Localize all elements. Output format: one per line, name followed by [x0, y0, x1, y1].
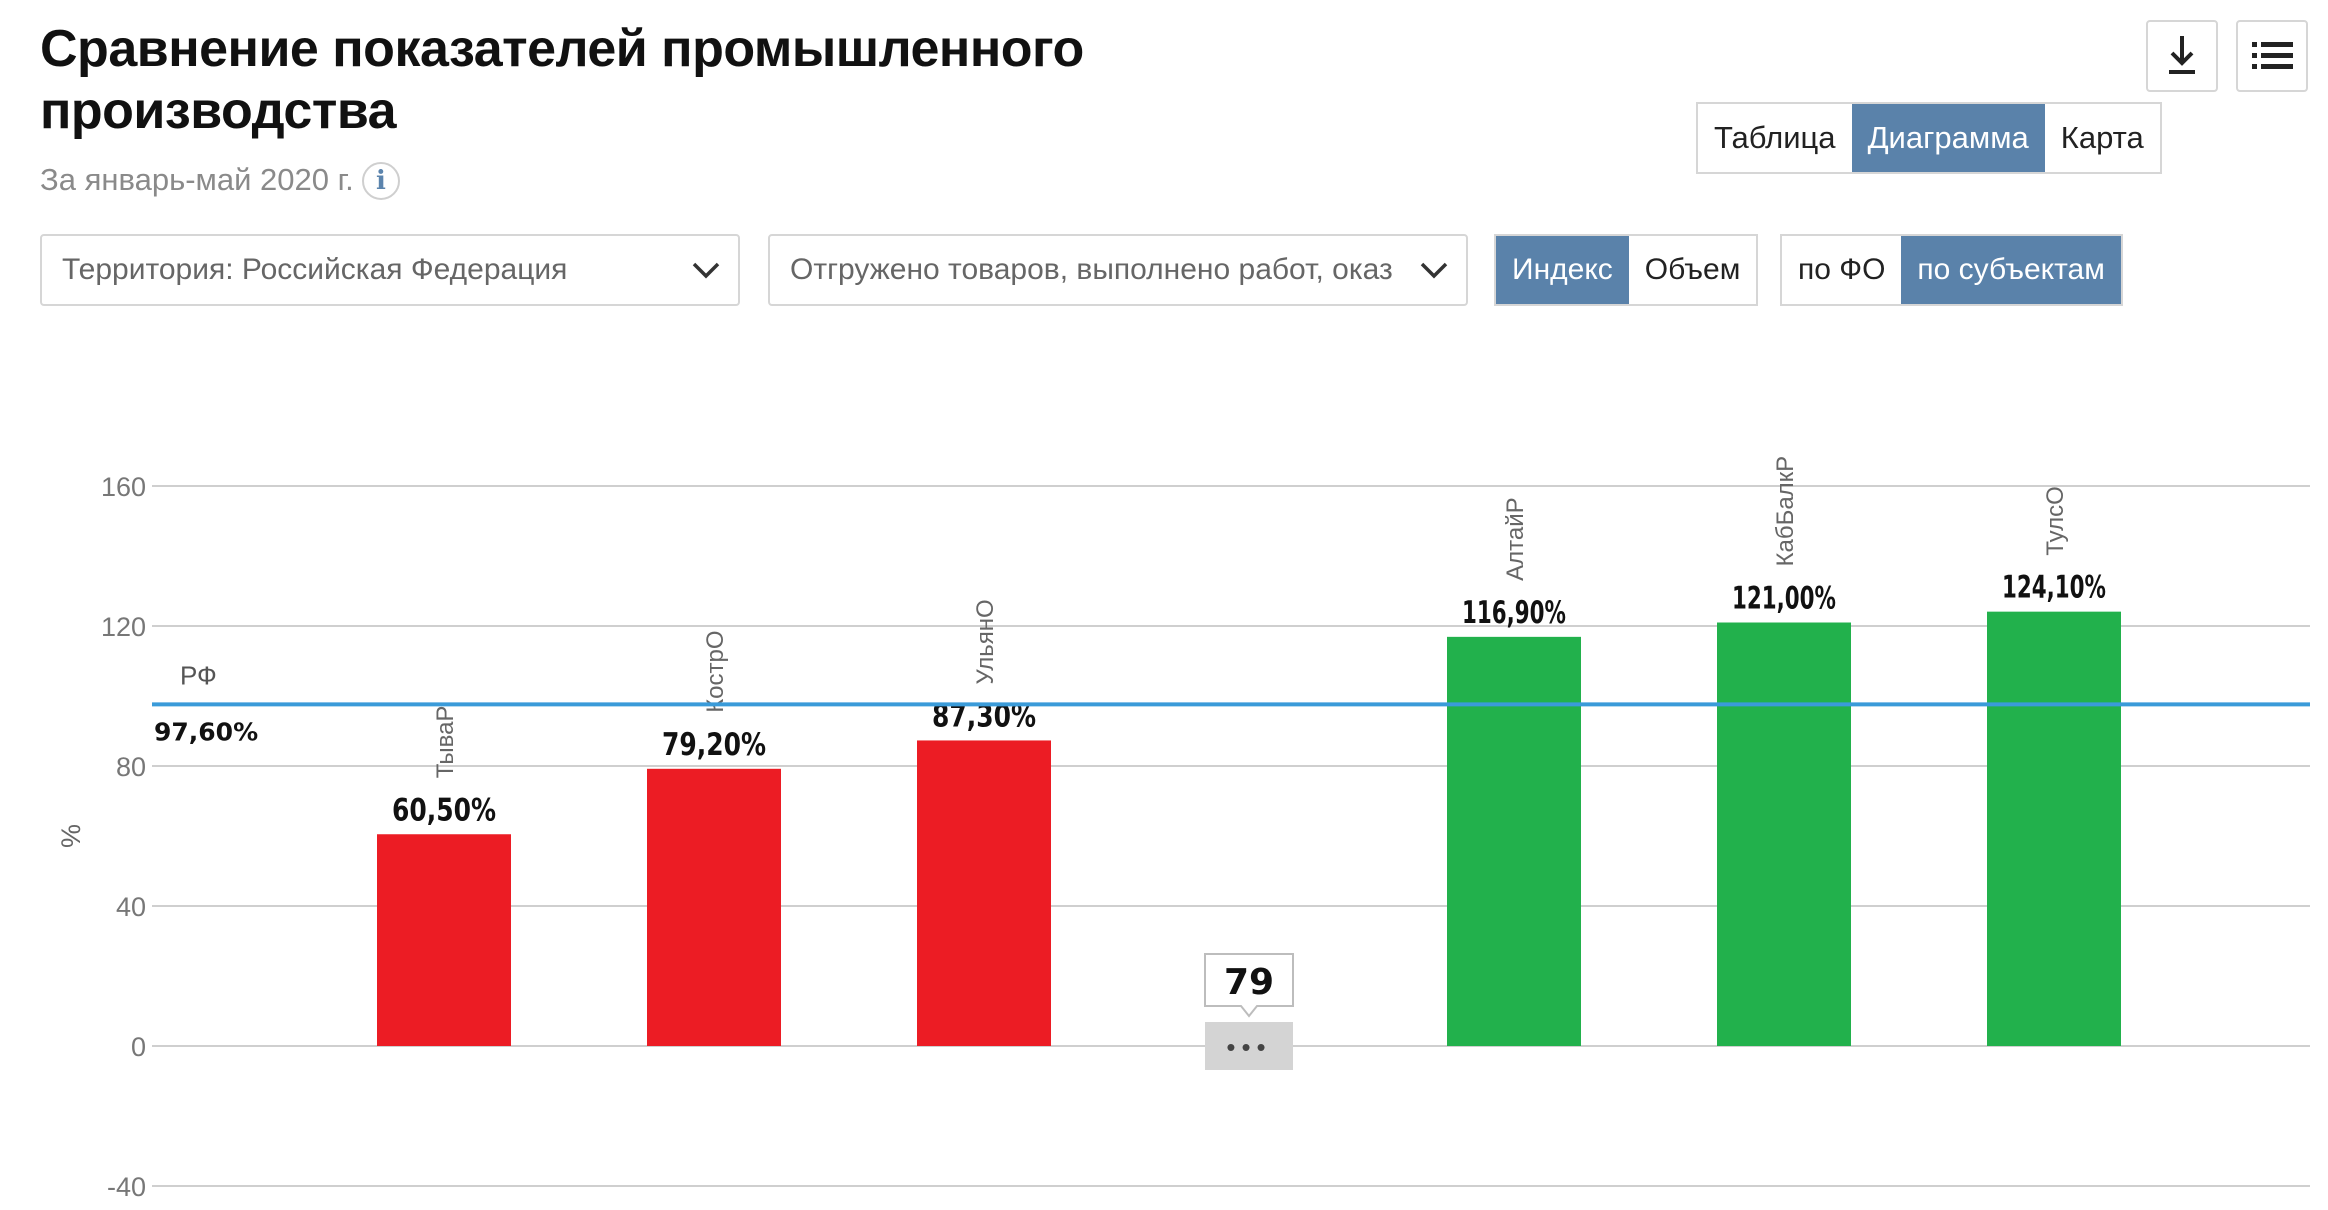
bar — [917, 740, 1051, 1046]
category-label: АлтайР — [1502, 497, 1529, 580]
toggle-by-subjects[interactable]: по субъектам — [1901, 236, 2121, 304]
indicator-select[interactable]: Отгружено товаров, выполнено работ, оказ — [768, 234, 1468, 306]
gap-count-callout — [1204, 953, 1294, 1018]
toggle-volume[interactable]: Объем — [1628, 236, 1757, 304]
period-subtitle: За январь-май 2020 г. — [40, 162, 354, 197]
bar — [377, 834, 511, 1046]
toggle-by-fo[interactable]: по ФО — [1782, 236, 1902, 304]
list-button[interactable] — [2236, 20, 2308, 92]
reference-label: РФ — [180, 660, 217, 690]
gap-expand-button[interactable] — [1205, 1022, 1293, 1070]
reference-value-label: 97,60% — [154, 717, 258, 746]
chevron-down-icon — [692, 262, 720, 279]
tab-diagram[interactable]: Диаграмма — [1851, 104, 2045, 172]
bar — [647, 768, 781, 1046]
y-tick-label: 160 — [101, 472, 146, 502]
tab-map[interactable]: Карта — [2044, 104, 2160, 172]
category-label: УльянО — [972, 599, 999, 684]
bar-value-label: 121,00% — [1732, 581, 1836, 617]
y-axis-label: % — [56, 824, 86, 848]
y-tick-label: 40 — [116, 892, 146, 922]
y-tick-label: -40 — [107, 1172, 146, 1202]
indicator-select-value: Отгружено товаров, выполнено работ, оказ — [790, 253, 1393, 286]
bar-value-label: 124,10% — [2002, 570, 2106, 606]
bar-value-label: 116,90% — [1462, 595, 1566, 631]
bar-value-label: 79,20% — [662, 727, 766, 763]
page-title: Сравнение показателей промышленного прои… — [40, 20, 1084, 140]
category-label: КострО — [702, 630, 729, 712]
measure-toggle: Индекс Объем — [1494, 234, 1759, 306]
gap-count-label: 79 — [1224, 962, 1274, 1003]
download-button[interactable] — [2146, 20, 2218, 92]
category-label: ТываР — [432, 706, 459, 779]
bar-value-label: 60,50% — [392, 792, 496, 828]
bar — [1717, 622, 1851, 1046]
gap-dots-icon: ••• — [1226, 1032, 1271, 1062]
category-label: КабБалкР — [1772, 456, 1799, 567]
chevron-down-icon — [1420, 262, 1448, 279]
y-tick-label: 120 — [101, 612, 146, 642]
tab-table[interactable]: Таблица — [1698, 104, 1852, 172]
download-icon — [2169, 36, 2195, 74]
info-icon[interactable]: i — [362, 162, 400, 200]
view-switcher: Таблица Диаграмма Карта — [1696, 102, 2162, 174]
bar — [1987, 611, 2121, 1046]
list-icon — [2252, 42, 2293, 69]
y-tick-label: 0 — [131, 1032, 146, 1062]
toggle-index[interactable]: Индекс — [1496, 236, 1629, 304]
territory-select-value: Территория: Российская Федерация — [62, 253, 568, 286]
category-label: ТулсО — [2042, 486, 2069, 555]
territory-select[interactable]: Территория: Российская Федерация — [40, 234, 740, 306]
y-tick-label: 80 — [116, 752, 146, 782]
bar — [1447, 636, 1581, 1046]
level-toggle: по ФО по субъектам — [1780, 234, 2123, 306]
